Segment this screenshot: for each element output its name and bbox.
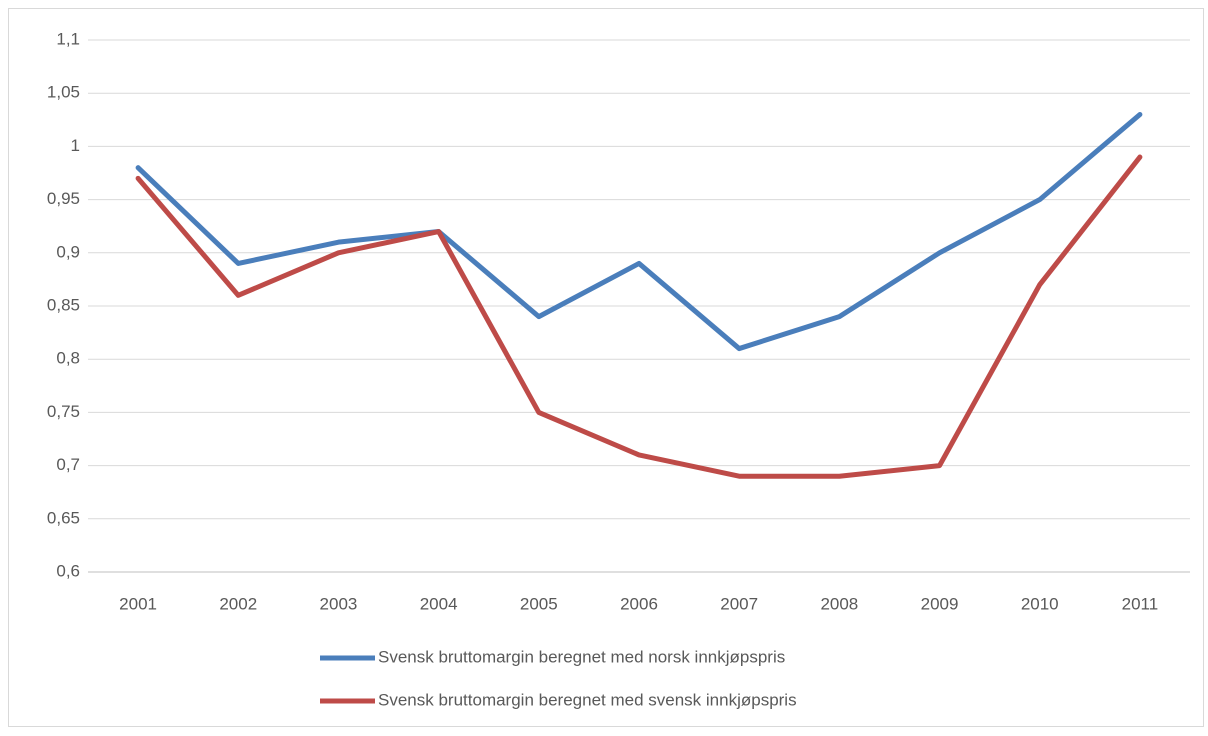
y-tick-label: 0,65 (47, 508, 80, 527)
x-tick-label: 2010 (1021, 594, 1059, 613)
y-tick-label: 0,95 (47, 189, 80, 208)
y-tick-label: 1 (71, 136, 80, 155)
x-tick-label: 2011 (1122, 594, 1159, 613)
series-line (135, 111, 1143, 352)
chart-border (8, 8, 1204, 727)
y-tick-label: 0,6 (56, 561, 80, 580)
series-line (135, 154, 1143, 479)
y-tick-label: 0,85 (47, 295, 80, 314)
legend-label: Svensk bruttomargin beregnet med svensk … (378, 690, 797, 709)
y-tick-label: 0,8 (56, 349, 80, 368)
y-tick-label: 0,75 (47, 402, 80, 421)
x-tick-label: 2001 (119, 594, 157, 613)
x-tick-label: 2004 (420, 594, 458, 613)
x-tick-label: 2008 (820, 594, 858, 613)
x-tick-label: 2009 (921, 594, 959, 613)
x-tick-label: 2002 (219, 594, 257, 613)
y-tick-label: 0,9 (56, 242, 80, 261)
x-tick-label: 2003 (320, 594, 358, 613)
legend-label: Svensk bruttomargin beregnet med norsk i… (378, 647, 785, 666)
y-tick-label: 1,05 (47, 83, 80, 102)
x-tick-label: 2007 (720, 594, 758, 613)
x-tick-label: 2005 (520, 594, 558, 613)
x-tick-label: 2006 (620, 594, 658, 613)
y-tick-label: 1,1 (56, 29, 80, 48)
y-tick-label: 0,7 (56, 455, 80, 474)
